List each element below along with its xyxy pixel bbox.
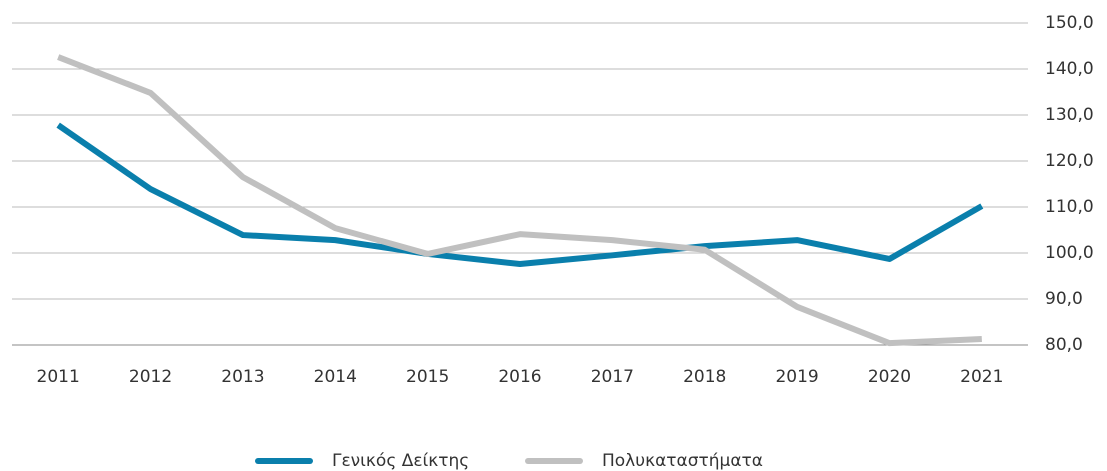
series-line: [57, 54, 982, 347]
y-tick-label: 150,0: [1045, 13, 1094, 33]
x-tick-label: 2011: [37, 367, 80, 387]
legend-label: Γενικός Δείκτης: [332, 451, 469, 471]
x-tick-label: 2021: [960, 367, 1003, 387]
y-tick-label: 100,0: [1045, 243, 1094, 263]
x-tick-label: 2018: [683, 367, 726, 387]
y-tick-label: 140,0: [1045, 59, 1094, 79]
y-tick-label: 130,0: [1045, 105, 1094, 125]
y-tick-label: 80,0: [1045, 335, 1083, 355]
x-tick-label: 2012: [129, 367, 172, 387]
y-tick-label: 110,0: [1045, 197, 1094, 217]
y-tick-label: 120,0: [1045, 151, 1094, 171]
series-line: [56, 122, 984, 268]
x-tick-label: 2014: [314, 367, 357, 387]
x-tick-label: 2017: [591, 367, 634, 387]
y-tick-label: 90,0: [1045, 289, 1083, 309]
legend-label: Πολυκαταστήματα: [602, 451, 763, 471]
x-tick-label: 2016: [498, 367, 541, 387]
x-tick-label: 2013: [221, 367, 264, 387]
x-tick-label: 2019: [775, 367, 818, 387]
x-tick-label: 2020: [868, 367, 911, 387]
x-tick-label: 2015: [406, 367, 449, 387]
